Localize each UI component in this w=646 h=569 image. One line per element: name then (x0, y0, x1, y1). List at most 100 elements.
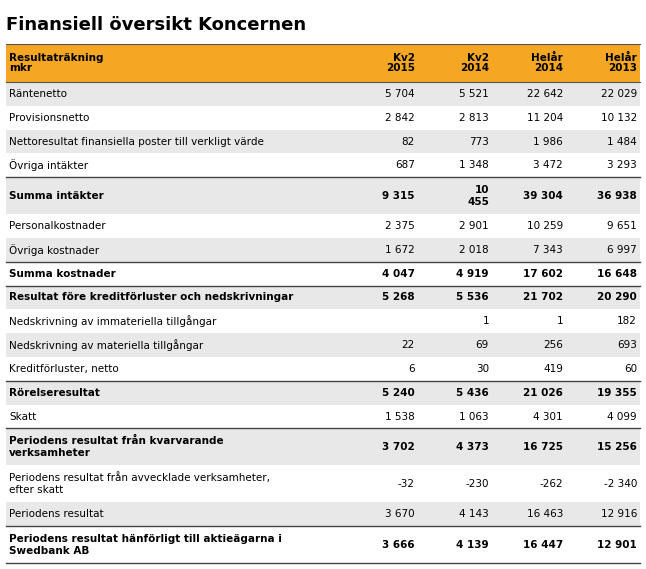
Text: 2 018: 2 018 (459, 245, 489, 255)
Bar (6, 465, 640, 502)
Text: 2 842: 2 842 (385, 113, 415, 123)
Text: 1 348: 1 348 (459, 160, 489, 170)
Text: 4 139: 4 139 (456, 539, 489, 550)
Text: 182: 182 (617, 316, 637, 326)
Text: Periodens resultat från kvarvarande
verksamheter: Periodens resultat från kvarvarande verk… (9, 436, 224, 458)
Text: Kv2: Kv2 (393, 53, 415, 63)
Text: 2013: 2013 (608, 63, 637, 73)
Text: 2014: 2014 (460, 63, 489, 73)
Text: Räntenetto: Räntenetto (9, 89, 67, 99)
Text: 773: 773 (469, 137, 489, 147)
Text: 4 099: 4 099 (607, 411, 637, 422)
Text: -2 340: -2 340 (603, 479, 637, 489)
Text: Periodens resultat hänförligt till aktieägarna i
Swedbank AB: Periodens resultat hänförligt till aktie… (9, 534, 282, 555)
Text: 19 355: 19 355 (598, 387, 637, 398)
Text: Summa kostnader: Summa kostnader (9, 269, 116, 279)
Text: -230: -230 (466, 479, 489, 489)
Text: Finansiell översikt Koncernen: Finansiell översikt Koncernen (6, 16, 306, 34)
Text: Helår: Helår (605, 53, 637, 63)
Text: 6 997: 6 997 (607, 245, 637, 255)
Text: 1 672: 1 672 (385, 245, 415, 255)
Text: 10 259: 10 259 (526, 221, 563, 231)
Text: 21 702: 21 702 (523, 292, 563, 303)
Bar (6, 178, 640, 214)
Text: 1 538: 1 538 (385, 411, 415, 422)
Text: 2 375: 2 375 (385, 221, 415, 231)
Text: 4 919: 4 919 (457, 269, 489, 279)
Text: Resultaträkning: Resultaträkning (9, 53, 103, 63)
Text: 36 938: 36 938 (598, 191, 637, 201)
Text: 4 301: 4 301 (534, 411, 563, 422)
Text: 22 642: 22 642 (526, 89, 563, 99)
Text: 10
455: 10 455 (467, 185, 489, 207)
Text: 5 268: 5 268 (382, 292, 415, 303)
Bar (6, 526, 640, 563)
Text: Rörelseresultat: Rörelseresultat (9, 387, 100, 398)
Bar (6, 286, 640, 310)
Text: 256: 256 (543, 340, 563, 350)
Text: 21 026: 21 026 (523, 387, 563, 398)
Text: 5 536: 5 536 (456, 292, 489, 303)
Text: 60: 60 (624, 364, 637, 374)
Text: 7 343: 7 343 (533, 245, 563, 255)
Bar (6, 502, 640, 526)
Text: 9 315: 9 315 (382, 191, 415, 201)
Text: 5 521: 5 521 (459, 89, 489, 99)
Text: 2014: 2014 (534, 63, 563, 73)
Text: 39 304: 39 304 (523, 191, 563, 201)
Text: Personalkostnader: Personalkostnader (9, 221, 106, 231)
Text: 9 651: 9 651 (607, 221, 637, 231)
Text: 3 702: 3 702 (382, 442, 415, 452)
Text: 4 143: 4 143 (459, 509, 489, 519)
Text: Övriga kostnader: Övriga kostnader (9, 244, 99, 256)
Text: 419: 419 (543, 364, 563, 374)
Bar (6, 214, 640, 238)
Text: 12 901: 12 901 (598, 539, 637, 550)
Text: 12 916: 12 916 (601, 509, 637, 519)
Bar (6, 154, 640, 178)
Bar (6, 381, 640, 405)
Text: 22: 22 (402, 340, 415, 350)
Bar (6, 405, 640, 428)
Text: 20 290: 20 290 (598, 292, 637, 303)
Bar (6, 310, 640, 333)
Bar (6, 357, 640, 381)
Text: 1: 1 (556, 316, 563, 326)
Text: Helår: Helår (531, 53, 563, 63)
Bar (6, 44, 640, 82)
Text: 1: 1 (483, 316, 489, 326)
Text: 3 472: 3 472 (533, 160, 563, 170)
Text: Skatt: Skatt (9, 411, 36, 422)
Text: Provisionsnetto: Provisionsnetto (9, 113, 89, 123)
Bar (6, 82, 640, 106)
Text: 5 704: 5 704 (386, 89, 415, 99)
Bar (6, 238, 640, 262)
Text: 1 063: 1 063 (459, 411, 489, 422)
Text: Periodens resultat: Periodens resultat (9, 509, 103, 519)
Text: 2015: 2015 (386, 63, 415, 73)
Text: -262: -262 (539, 479, 563, 489)
Text: -32: -32 (398, 479, 415, 489)
Text: Nettoresultat finansiella poster till verkligt värde: Nettoresultat finansiella poster till ve… (9, 137, 264, 147)
Bar (6, 106, 640, 130)
Bar (6, 333, 640, 357)
Text: 16 648: 16 648 (597, 269, 637, 279)
Text: 5 436: 5 436 (456, 387, 489, 398)
Text: mkr: mkr (9, 63, 32, 73)
Text: 30: 30 (476, 364, 489, 374)
Text: 3 670: 3 670 (386, 509, 415, 519)
Text: 2 813: 2 813 (459, 113, 489, 123)
Bar (6, 262, 640, 286)
Text: 10 132: 10 132 (601, 113, 637, 123)
Text: 5 240: 5 240 (382, 387, 415, 398)
Text: Kv2: Kv2 (467, 53, 489, 63)
Text: Resultat före kreditförluster och nedskrivningar: Resultat före kreditförluster och nedskr… (9, 292, 293, 303)
Text: 22 029: 22 029 (601, 89, 637, 99)
Text: 4 373: 4 373 (456, 442, 489, 452)
Text: 6: 6 (408, 364, 415, 374)
Text: Summa intäkter: Summa intäkter (9, 191, 104, 201)
Bar (6, 130, 640, 154)
Text: 69: 69 (475, 340, 489, 350)
Text: 16 725: 16 725 (523, 442, 563, 452)
Text: 687: 687 (395, 160, 415, 170)
